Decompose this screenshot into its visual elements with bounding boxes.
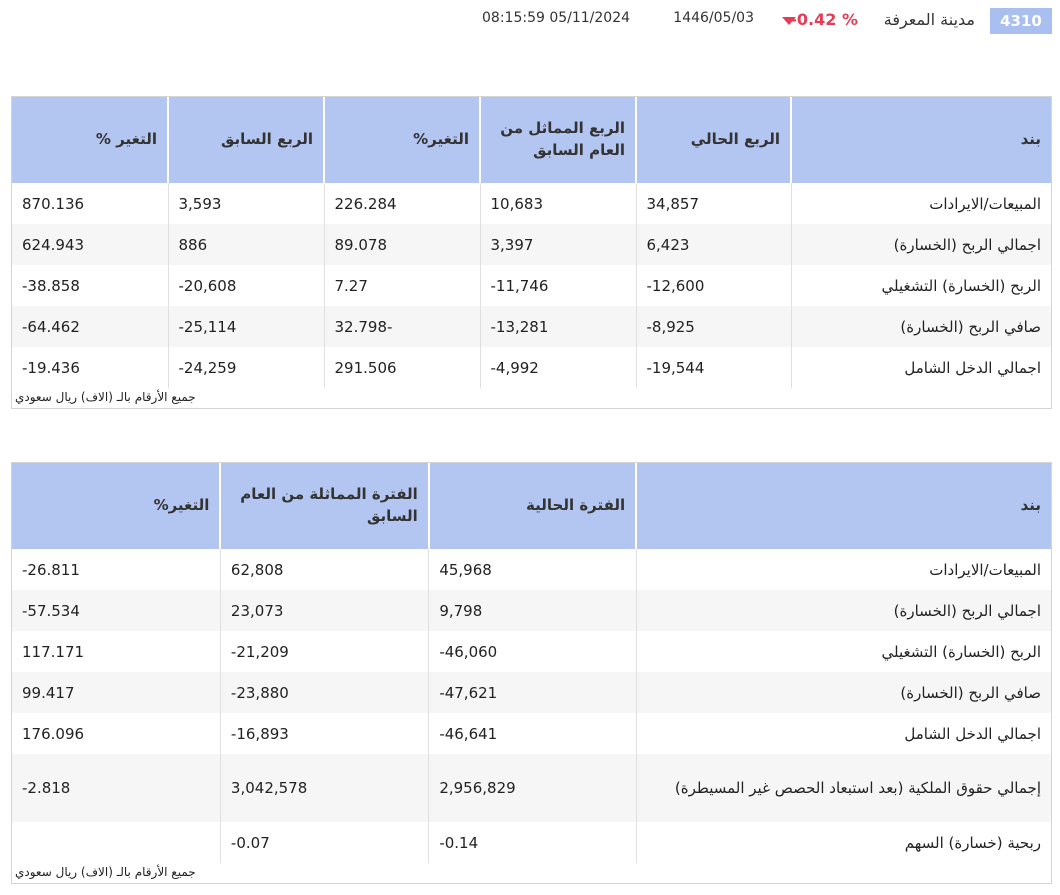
table-cell: -8,925 [635,306,791,347]
table-cell: -46,641 [428,713,637,754]
table-header-row: بند الفترة الحالية الفترة المماثلة من ال… [12,463,1051,549]
table-cell [12,822,220,863]
row-label: اجمالي الدخل الشامل [635,713,1051,754]
col-header-previous-quarter: الربع السابق [167,97,324,183]
table-cell: 89.078 [323,224,480,265]
table-cell: 6,423 [635,224,791,265]
table-cell: -47,621 [428,672,637,713]
table-cell: 886 [167,224,324,265]
table-row: المبيعات/الايرادات 45,968 62,808 -26.811 [12,549,1051,590]
row-label: ربحية (خسارة) السهم [635,822,1051,863]
row-label: إجمالي حقوق الملكية (بعد استبعاد الحصص غ… [635,754,1051,822]
table-row: الربح (الخسارة) التشغيلي -46,060 -21,209 11… [12,631,1051,672]
table-cell: 23,073 [219,590,429,631]
table-cell: 226.284 [323,183,480,224]
table-cell: 3,397 [479,224,636,265]
table-cell: -2.818 [12,754,221,822]
table-row: اجمالي الدخل الشامل -46,641 -16,893 176.096 [12,713,1051,754]
row-label: المبيعات/الايرادات [790,183,1051,224]
table-cell: -4,992 [479,347,636,388]
table-cell: 99.417 [12,672,221,713]
col-header-item: بند [790,97,1051,183]
table-cell: -19.436 [22,358,80,377]
table-cell: 117.171 [22,642,85,661]
row-label: صافي الربح (الخسارة) [635,672,1051,713]
row-label: الربح (الخسارة) التشغيلي [635,631,1051,672]
row-label: اجمالي الربح (الخسارة) [790,224,1051,265]
col-header-change-pct: التغير% [323,97,480,183]
header-bar: 4310 مدينة المعرفة -0.42 % 1446/05/03 08… [0,6,1060,36]
table-cell: -24,259 [167,347,324,388]
table-cell: -13,281 [479,306,636,347]
table-cell: 2,956,829 [428,754,637,822]
table-cell: -11,746 [479,265,636,306]
table-cell: -0.07 [219,822,429,863]
row-label: صافي الربح (الخسارة) [790,306,1051,347]
table-cell: -46,060 [428,631,637,672]
table-cell: 176.096 [22,724,85,743]
table-row: صافي الربح (الخسارة) -47,621 -23,880 99.417 [12,672,1051,713]
table-cell: -38.858 [22,276,80,295]
table-cell: -21,209 [219,631,429,672]
col-header-current-period: الفترة الحالية [427,463,637,549]
timestamp: 08:15:59 05/11/2024 [482,10,631,26]
table-cell: -20,608 [167,265,324,306]
table-cell: -0.14 [428,822,637,863]
table-row: ربحية (خسارة) السهم -0.14 -0.07 [12,822,1051,863]
col-header-same-quarter-last-year: الربع المماثل من العام السابق [479,97,636,183]
table-cell: 62,808 [219,549,429,590]
footnote: جميع الأرقام بالـ (الاف) ريال سعودي [15,865,196,879]
quarterly-table: بند الربع الحالي الربع المماثل من العام … [12,97,1051,388]
table-row: الربح (الخسارة) التشغيلي -12,600 -11,746 7.… [12,265,1051,306]
ticker-badge[interactable]: 4310 [990,8,1052,34]
table-cell: -64.462 [12,306,168,347]
table-cell: -25,114 [167,306,324,347]
table-row: صافي الربح (الخسارة) -8,925 -13,281 32.798-… [12,306,1051,347]
col-header-change-pct: التغير% [12,463,221,549]
col-header-current-quarter: الربع الحالي [635,97,791,183]
table-header-row: بند الربع الحالي الربع المماثل من العام … [12,97,1051,183]
table-cell: -16,893 [219,713,429,754]
table-cell: -23,880 [219,672,429,713]
period-results-panel: بند الفترة الحالية الفترة المماثلة من ال… [11,462,1052,884]
table-cell: 291.506 [323,347,480,388]
table-row: اجمالي الدخل الشامل -19,544 -4,992 291.506-… [12,347,1051,388]
company-name: مدينة المعرفة [883,10,975,29]
table-row: المبيعات/الايرادات 34,857 10,683 226.284 3,5… [12,183,1051,224]
quarterly-results-panel: بند الربع الحالي الربع المماثل من العام … [11,96,1052,409]
table-cell: 32.798- [323,306,480,347]
table-cell: 7.27 [323,265,480,306]
table-row: اجمالي الربح (الخسارة) 6,423 3,397 89.078 88… [12,224,1051,265]
col-header-change-pct-2: التغير % [12,97,168,183]
table-cell: 870.136 [22,194,85,213]
table-cell: -12,600 [635,265,791,306]
table-cell: 34,857 [635,183,791,224]
table-cell: 10,683 [479,183,636,224]
col-header-same-period-last-year: الفترة المماثلة من العام السابق [219,463,429,549]
table-cell: 45,968 [428,549,637,590]
table-row: اجمالي الربح (الخسارة) 9,798 23,073 -57.534 [12,590,1051,631]
row-label: اجمالي الدخل الشامل [790,347,1051,388]
table-cell: -26.811 [22,560,80,579]
table-cell: -57.534 [12,590,221,631]
period-table: بند الفترة الحالية الفترة المماثلة من ال… [12,463,1051,863]
price-change: -0.42 % [790,10,858,29]
row-label: المبيعات/الايرادات [635,549,1051,590]
row-label: الربح (الخسارة) التشغيلي [790,265,1051,306]
hijri-date: 1446/05/03 [673,10,754,26]
table-cell: -19,544 [635,347,791,388]
row-label: اجمالي الربح (الخسارة) [635,590,1051,631]
footnote: جميع الأرقام بالـ (الاف) ريال سعودي [15,390,196,404]
col-header-item: بند [635,463,1051,549]
table-cell: 9,798 [428,590,637,631]
table-cell: 3,593 [167,183,324,224]
table-cell: 624.943 [12,224,168,265]
table-row: إجمالي حقوق الملكية (بعد استبعاد الحصص غ… [12,754,1051,822]
table-cell: 3,042,578 [219,754,429,822]
down-arrow-icon [782,17,796,25]
